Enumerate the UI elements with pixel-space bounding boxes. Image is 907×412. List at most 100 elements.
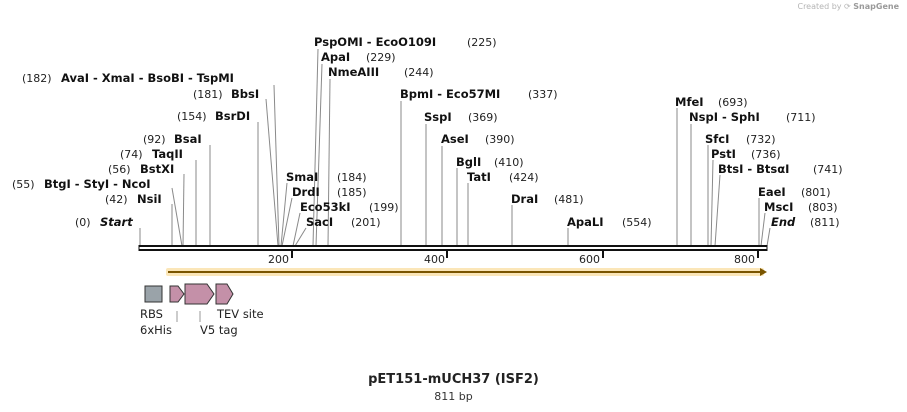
map-length: 811 bp [434,390,473,403]
site-line-btsi [714,174,721,247]
site-pos-sspi: (369) [468,111,498,124]
site-pos-btsi-group: (741) [813,163,843,176]
ruler-label-600: 600 [579,253,600,266]
site-pos-psti: (736) [751,148,781,161]
site-pos-bbsi: (181) [193,88,223,101]
credit-prefix: Created by [797,2,842,11]
orf-arrow [166,268,767,276]
site-label-nmeaiii[interactable]: NmeAIII [328,65,379,79]
site-line-saci [294,227,307,247]
ruler [291,251,759,258]
site-label-taqii[interactable]: TaqII [152,147,183,161]
feature-label-tev: TEV site [216,307,264,321]
site-line-smai [280,182,288,247]
map-title: pET151-mUCH37 (ISF2) [368,372,539,387]
ruler-label-400: 400 [424,253,445,266]
site-pos-eco53ki: (199) [369,201,399,214]
site-label-bsrdi[interactable]: BsrDI [215,109,250,123]
feature-6xhis-arrow[interactable] [169,285,185,303]
site-label-msci[interactable]: MscI [764,200,793,214]
site-pos-pspomi-group: (225) [467,36,497,49]
site-label-apali[interactable]: ApaLI [567,215,604,229]
site-label-end[interactable]: End [771,215,796,229]
site-line-ncoi [171,187,183,247]
feature-label-rbs: RBS [140,307,163,321]
site-label-bbsi[interactable]: BbsI [231,87,259,101]
site-label-avai-group[interactable]: AvaI - XmaI - BsoBI - TspMI [61,71,234,85]
site-label-sfci[interactable]: SfcI [705,132,729,146]
site-pos-bsai: (92) [143,133,166,146]
site-line-msci [760,212,766,247]
site-labels: (0) Start (42) NsiI (55) BtgI - StyI - N… [12,35,843,229]
snapgene-logo-icon: ⟳ [844,2,851,11]
site-pos-msci: (803) [808,201,838,214]
site-label-bsai[interactable]: BsaI [174,132,202,146]
site-label-drai[interactable]: DraI [511,192,538,206]
site-label-bgli[interactable]: BglI [456,155,481,169]
site-label-sspi[interactable]: SspI [424,110,452,124]
site-label-eco53ki[interactable]: Eco53kI [300,200,351,214]
site-pos-apai: (229) [366,51,396,64]
site-lines [139,48,771,247]
site-label-drdi[interactable]: DrdI [292,185,320,199]
site-label-tati[interactable]: TatI [467,170,491,184]
orf-arrowhead [760,268,767,276]
site-line-bbsi [265,98,279,247]
site-line-drdi [281,197,293,247]
site-line-apai [315,63,323,247]
site-label-start[interactable]: Start [100,215,133,229]
site-label-smai[interactable]: SmaI [286,170,318,184]
feature-tev-arrow[interactable] [215,283,234,305]
snapgene-credit: Created by ⟳ SnapGene [797,2,899,11]
site-pos-asei: (390) [485,133,515,146]
site-label-asei[interactable]: AseI [441,132,469,146]
site-label-apai[interactable]: ApaI [321,50,350,64]
feature-rbs-box[interactable] [144,285,163,303]
feature-leaders [176,311,201,322]
site-line-psti [710,159,714,247]
ruler-label-800: 800 [734,253,755,266]
site-pos-avai-group: (182) [22,72,52,85]
site-line-pspomi [312,48,319,247]
site-pos-taqii: (74) [120,148,143,161]
site-pos-start: (0) [75,216,91,229]
site-line-nmeaiii [327,78,331,247]
feature-v5-arrow[interactable] [184,283,215,305]
site-label-btgi-styi-ncoi[interactable]: BtgI - StyI - NcoI [44,177,151,191]
site-line-eco53ki [292,212,301,247]
site-label-nspi-sphi[interactable]: NspI - SphI [689,110,760,124]
site-label-bstxi[interactable]: BstXI [140,162,174,176]
site-pos-drai: (481) [554,193,584,206]
site-pos-bpmi-group: (337) [528,88,558,101]
site-label-btsi-group[interactable]: BtsI - BtsαI [718,162,789,176]
site-line-end [766,227,771,247]
credit-brand: SnapGene [853,2,899,11]
site-label-pspomi-group[interactable]: PspOMI - EcoO109I [314,35,436,49]
site-pos-saci: (201) [351,216,381,229]
site-pos-nspi-sphi: (711) [786,111,816,124]
site-label-mfei[interactable]: MfeI [675,95,704,109]
ruler-label-200: 200 [268,253,289,266]
site-pos-nmeaiii: (244) [404,66,434,79]
site-line-bstxi [182,173,185,247]
site-pos-mfei: (693) [718,96,748,109]
site-pos-sfci: (732) [746,133,776,146]
site-label-psti[interactable]: PstI [711,147,736,161]
site-pos-bsrdi: (154) [177,110,207,123]
feature-label-v5: V5 tag [200,323,238,337]
site-pos-bgli: (410) [494,156,524,169]
site-label-nsii[interactable]: NsiI [137,192,162,206]
site-pos-smai: (184) [337,171,367,184]
site-label-eaei[interactable]: EaeI [758,185,786,199]
site-label-bpmi-group[interactable]: BpmI - Eco57MI [400,87,500,101]
site-pos-drdi: (185) [337,186,367,199]
site-pos-bstxi: (56) [108,163,131,176]
site-pos-btgi-styi-ncoi: (55) [12,178,35,191]
site-pos-end: (811) [810,216,840,229]
site-pos-eaei: (801) [801,186,831,199]
site-pos-tati: (424) [509,171,539,184]
site-label-saci[interactable]: SacI [306,215,333,229]
feature-label-6xhis: 6xHis [140,323,172,337]
site-pos-nsii: (42) [105,193,128,206]
